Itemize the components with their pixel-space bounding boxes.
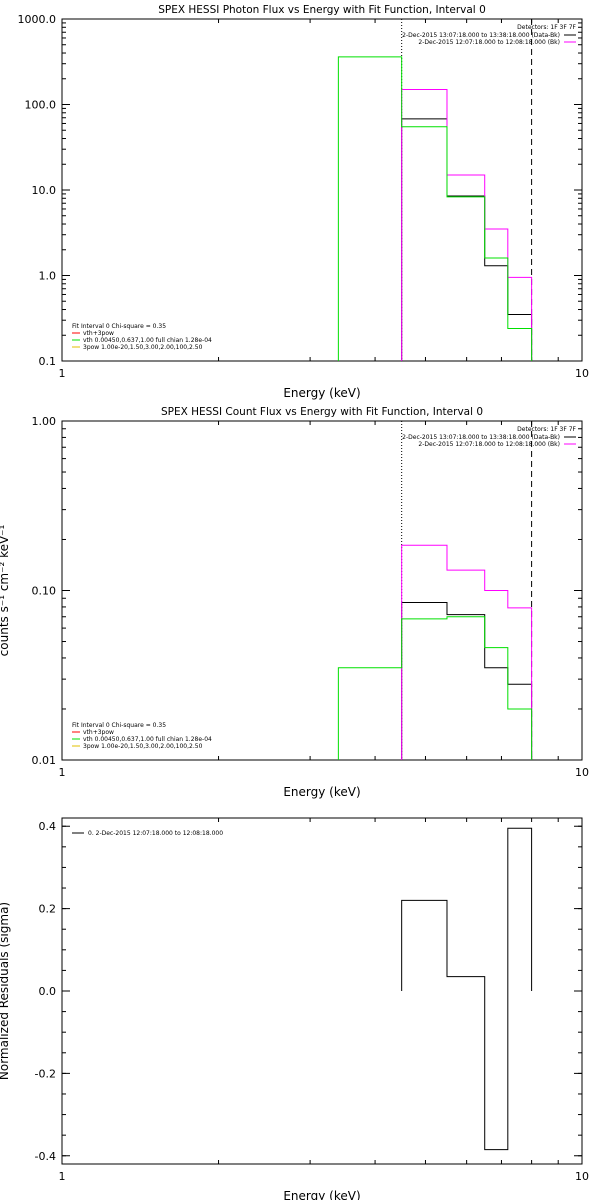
series-line-black: [401, 827, 533, 1151]
legend-entry-label: 2-Dec-2015 13:07:18.000 to 13:38:18.000 …: [402, 434, 560, 441]
legend-entry-label: 2-Dec-2015 12:07:18.000 to 12:08:18.000 …: [418, 39, 560, 46]
y-tick-label: 100.0: [25, 99, 57, 112]
fit-legend-label: 3pow 1.00e-20,1.50,3.00,2.00,100,2.50: [83, 344, 203, 351]
detectors-label: Detectors: 1F 3F 7F: [517, 24, 576, 31]
y-tick-label: 0.0: [39, 985, 57, 998]
fit-legend-label: vth+3pow: [83, 729, 114, 736]
series-line-green: [337, 616, 533, 760]
series-line-black: [401, 601, 533, 760]
x-tick-label: 10: [575, 1170, 589, 1183]
fit-legend-label: vth 0.00450,0.637,1.00 full chian 1.28e-…: [83, 337, 212, 344]
y-tick-label: 0.1: [39, 355, 57, 368]
y-tick-label: -0.2: [35, 1067, 56, 1080]
y-tick-label: 0.01: [32, 754, 57, 767]
x-tick-label: 10: [575, 367, 589, 380]
fit-legend-label: vth 0.00450,0.637,1.00 full chian 1.28e-…: [83, 736, 212, 743]
legend-entry-label: 2-Dec-2015 12:07:18.000 to 12:08:18.000 …: [418, 441, 560, 448]
y-axis-label-1: counts s⁻¹ cm⁻² keV⁻¹: [0, 524, 11, 656]
legend-entry-label: 2-Dec-2015 13:07:18.000 to 13:38:18.000 …: [402, 32, 560, 39]
series-line-green: [337, 56, 533, 361]
y-axis-label-2: Normalized Residuals (sigma): [0, 902, 11, 1080]
plot-frame-2: [61, 817, 583, 1165]
y-tick-label: 0.4: [39, 820, 57, 833]
detectors-label: Detectors: 1F 3F 7F: [517, 426, 576, 433]
series-line-magenta: [401, 544, 533, 760]
y-tick-label: 1.00: [32, 415, 57, 428]
x-axis-label-0: Energy (keV): [283, 386, 360, 400]
x-axis-label-1: Energy (keV): [283, 785, 360, 799]
x-tick-label: 1: [59, 766, 66, 779]
x-tick-label: 1: [59, 367, 66, 380]
fit-interval-label: Fit Interval 0 Chi-square = 0.35: [72, 323, 166, 330]
x-tick-label: 10: [575, 766, 589, 779]
series-line-black: [401, 118, 533, 361]
y-tick-label: 0.2: [39, 903, 57, 916]
y-tick-label: 0.10: [32, 585, 57, 598]
legend-entry-label: 0. 2-Dec-2015 12:07:18.000 to 12:08:18.0…: [88, 830, 223, 837]
chart-title-1: SPEX HESSI Count Flux vs Energy with Fit…: [161, 406, 483, 418]
y-tick-label: 1.0: [39, 270, 57, 283]
chart-title-0: SPEX HESSI Photon Flux vs Energy with Fi…: [158, 4, 486, 16]
y-tick-label: 1000.0: [18, 13, 57, 26]
y-tick-label: -0.4: [35, 1150, 56, 1163]
fit-interval-label: Fit Interval 0 Chi-square = 0.35: [72, 722, 166, 729]
x-axis-label-2: Energy (keV): [283, 1189, 360, 1200]
plot-frame-0: [61, 18, 583, 362]
y-tick-label: 10.0: [32, 184, 57, 197]
fit-legend-label: vth+3pow: [83, 330, 114, 337]
series-line-magenta: [401, 88, 533, 361]
fit-legend-label: 3pow 1.00e-20,1.50,3.00,2.00,100,2.50: [83, 743, 203, 750]
x-tick-label: 1: [59, 1170, 66, 1183]
